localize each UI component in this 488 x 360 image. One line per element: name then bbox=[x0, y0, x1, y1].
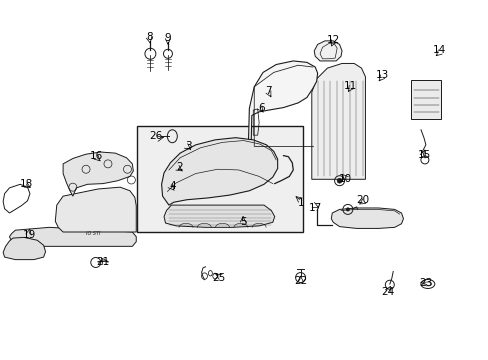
Text: 22: 22 bbox=[293, 276, 306, 286]
Text: 2: 2 bbox=[176, 162, 183, 172]
Bar bbox=[410, 80, 440, 119]
Text: 20: 20 bbox=[355, 195, 368, 206]
Polygon shape bbox=[9, 227, 136, 246]
Text: 13: 13 bbox=[375, 70, 388, 80]
Text: 21: 21 bbox=[96, 257, 109, 267]
Polygon shape bbox=[248, 61, 317, 180]
Text: 15: 15 bbox=[416, 150, 430, 160]
Text: 5: 5 bbox=[239, 217, 246, 227]
Polygon shape bbox=[314, 41, 341, 61]
Text: 24: 24 bbox=[381, 287, 394, 297]
Text: 6: 6 bbox=[258, 103, 264, 113]
Text: 12: 12 bbox=[326, 35, 339, 45]
Text: 10: 10 bbox=[338, 174, 351, 184]
Text: 25: 25 bbox=[212, 273, 225, 283]
Text: 11: 11 bbox=[344, 81, 357, 91]
Polygon shape bbox=[311, 63, 365, 179]
Text: 16: 16 bbox=[90, 150, 103, 161]
Text: IO STI: IO STI bbox=[86, 230, 101, 235]
Text: 3: 3 bbox=[185, 141, 191, 151]
Polygon shape bbox=[3, 237, 45, 260]
Polygon shape bbox=[330, 208, 403, 228]
Text: 4: 4 bbox=[169, 181, 175, 192]
Text: 14: 14 bbox=[432, 45, 445, 55]
Text: 23: 23 bbox=[418, 278, 431, 288]
Circle shape bbox=[345, 207, 349, 211]
Text: 18: 18 bbox=[20, 179, 33, 189]
Text: 1: 1 bbox=[298, 198, 304, 208]
Text: 7: 7 bbox=[265, 86, 272, 96]
Text: 9: 9 bbox=[164, 33, 171, 43]
Polygon shape bbox=[161, 138, 277, 205]
Bar bbox=[137, 126, 303, 232]
Text: 17: 17 bbox=[308, 203, 321, 213]
Circle shape bbox=[336, 178, 342, 183]
Polygon shape bbox=[163, 205, 274, 227]
Text: 8: 8 bbox=[146, 32, 152, 42]
Text: 26: 26 bbox=[149, 131, 162, 141]
Polygon shape bbox=[63, 152, 133, 196]
Polygon shape bbox=[55, 187, 136, 232]
Text: 19: 19 bbox=[22, 230, 36, 239]
